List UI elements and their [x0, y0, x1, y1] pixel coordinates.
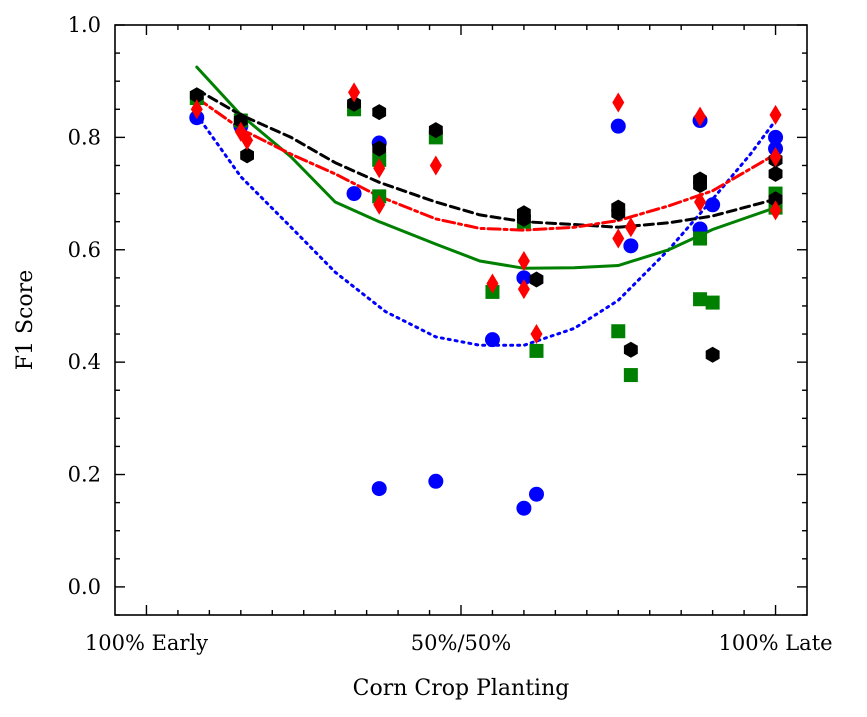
- black-hexagon-marker: [233, 112, 248, 129]
- plot-frame: [114, 24, 808, 616]
- blue-circle-marker: [705, 197, 721, 213]
- red-diamond-marker: [624, 217, 637, 238]
- trend-line-green: [195, 65, 777, 270]
- blue-circle-marker: [346, 186, 362, 202]
- data-points: [189, 82, 784, 516]
- green-square-marker: [611, 324, 626, 339]
- black-hexagon-marker: [611, 205, 626, 222]
- y-tick-label: 1.0: [68, 13, 101, 37]
- red-diamond-marker: [373, 194, 386, 215]
- x-tick-label: 100% Late: [719, 631, 833, 655]
- red-diamond-marker: [373, 158, 386, 179]
- y-tick-label: 0.2: [68, 463, 101, 487]
- x-tick-label: 50%/50%: [411, 631, 511, 655]
- black-hexagon-marker: [768, 191, 783, 208]
- black-hexagon-marker: [529, 271, 544, 288]
- black-hexagon-marker: [705, 346, 720, 363]
- red-diamond-marker: [517, 251, 530, 271]
- y-tick-label: 0.0: [68, 575, 101, 599]
- green-square-marker: [693, 231, 708, 246]
- red-diamond-marker: [769, 147, 782, 168]
- y-tick-label: 0.8: [68, 125, 101, 149]
- red-diamond-marker: [530, 324, 543, 345]
- x-tick-label: 100% Early: [85, 631, 208, 655]
- trend-line-red: [195, 96, 777, 232]
- green-square-marker: [623, 368, 638, 383]
- black-hexagon-marker: [517, 210, 531, 227]
- red-diamond-marker: [769, 200, 782, 221]
- black-hexagon-marker: [189, 87, 204, 104]
- red-diamond-marker: [348, 82, 361, 103]
- blue-circle-marker: [528, 486, 544, 502]
- black-hexagon-marker: [623, 341, 638, 358]
- red-diamond-marker: [612, 228, 625, 249]
- blue-circle-marker: [428, 473, 444, 489]
- blue-circle-marker: [768, 129, 784, 145]
- green-square-marker: [705, 295, 720, 310]
- red-diamond-marker: [769, 104, 782, 125]
- black-hexagon-marker: [372, 140, 387, 157]
- black-hexagon-marker: [428, 122, 443, 139]
- tick-labels: 0.0 0.2 0.4 0.6 0.8 1.0 100% Early 50%/50% 100% …: [68, 13, 833, 655]
- y-tick-label: 0.4: [68, 350, 101, 374]
- black-hexagon-marker: [240, 147, 254, 164]
- blue-circle-marker: [516, 270, 532, 286]
- blue-circle-marker: [516, 500, 532, 516]
- y-axis-title: F1 Score: [13, 270, 38, 370]
- trend-line-black: [195, 88, 777, 229]
- red-diamond-marker: [486, 273, 499, 294]
- x-axis-title: Corn Crop Planting: [353, 676, 570, 701]
- black-hexagon-marker: [347, 95, 361, 112]
- trend-lines: [195, 65, 777, 347]
- y-tick-label: 0.6: [68, 238, 101, 262]
- red-diamond-marker: [429, 155, 442, 176]
- red-diamond-marker: [612, 92, 625, 113]
- red-diamond-marker: [241, 130, 254, 151]
- red-diamond-marker: [694, 106, 707, 127]
- black-hexagon-marker: [372, 104, 387, 121]
- trend-line-blue: [195, 113, 777, 347]
- blue-circle-marker: [610, 118, 626, 134]
- green-square-marker: [529, 343, 544, 358]
- red-diamond-marker: [694, 192, 707, 212]
- green-square-marker: [693, 292, 708, 307]
- black-hexagon-marker: [693, 177, 707, 194]
- black-hexagon-marker: [768, 165, 783, 182]
- blue-circle-marker: [623, 238, 639, 254]
- red-diamond-marker: [517, 279, 530, 300]
- red-diamond-marker: [190, 99, 203, 120]
- blue-circle-marker: [371, 481, 387, 497]
- blue-circle-marker: [484, 332, 500, 348]
